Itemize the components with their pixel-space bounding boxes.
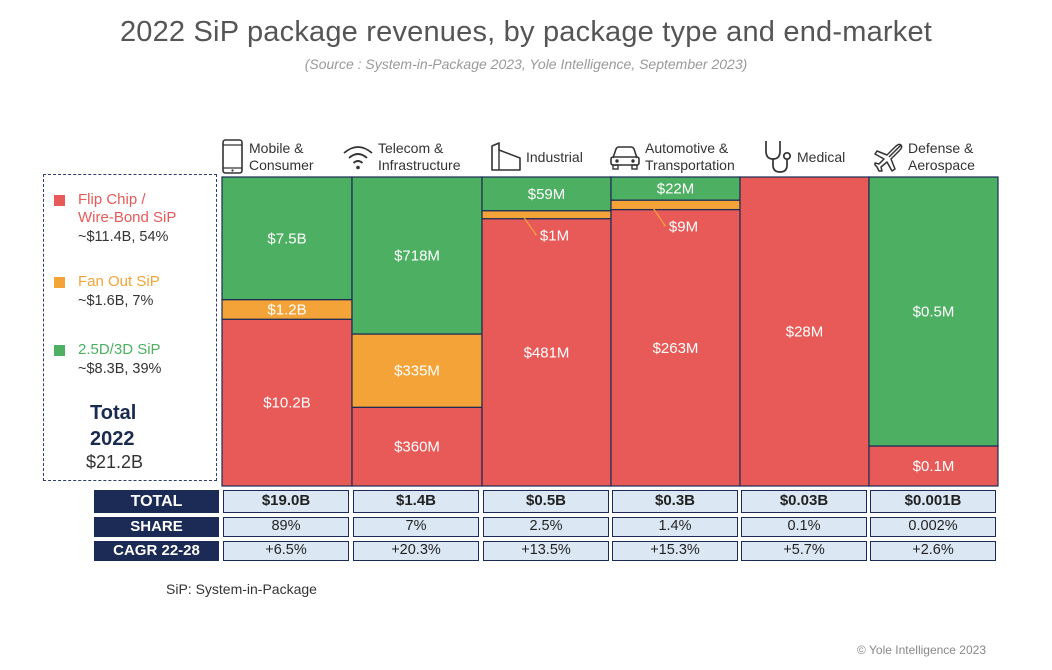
footnote: SiP: System-in-Package	[166, 581, 317, 597]
bar-industrial-2-5d-3d-sip	[481, 176, 612, 212]
bar-defense-aerospace-flip-chip-wire-bond-sip	[868, 445, 999, 487]
data-label-telecom-infrastructure-fan-out-sip: $335M	[394, 363, 440, 380]
legend-name-line1: 2.5D/3D SiP	[78, 341, 161, 358]
data-label-industrial-fan-out-sip: $1M	[540, 228, 569, 245]
data-label-medical-flip-chip-wire-bond-sip: $28M	[786, 324, 824, 341]
data-label-mobile-consumer-2-5d-3d-sip: $7.5B	[267, 230, 306, 247]
market-label-line1: Mobile &	[249, 140, 304, 156]
bar-automotive-transportation-fan-out-sip	[610, 199, 741, 211]
legend-swatch	[54, 277, 65, 288]
table-cell: +2.6%	[870, 541, 996, 561]
table-cell: 1.4%	[612, 517, 738, 537]
data-label-industrial-flip-chip-wire-bond-sip: $481M	[524, 344, 570, 361]
table-row-label: TOTAL	[94, 490, 219, 513]
bar-industrial-flip-chip-wire-bond-sip	[481, 218, 612, 487]
legend-total-value: $21.2B	[86, 452, 144, 472]
bar-telecom-infrastructure-fan-out-sip	[351, 333, 483, 408]
market-header-telecom: Telecom & Infrastructure	[342, 137, 460, 177]
data-label-industrial-2-5d-3d-sip: $59M	[528, 186, 566, 203]
total-line2: 2022	[90, 428, 135, 450]
table-cell: +20.3%	[353, 541, 479, 561]
market-label-line2: Transportation	[645, 157, 735, 173]
chart-title: 2022 SiP package revenues, by package ty…	[119, 16, 933, 48]
bar-telecom-infrastructure-2-5d-3d-sip	[351, 176, 483, 335]
market-header-mobile: Mobile & Consumer	[221, 137, 314, 177]
legend-value: ~$8.3B, 39%	[78, 361, 162, 377]
table-cell: $1.4B	[353, 490, 479, 513]
market-label-line2: Consumer	[249, 157, 314, 173]
market-label-line2: Infrastructure	[378, 157, 461, 173]
market-header-defense: Defense & Aerospace	[874, 137, 975, 177]
chart-legend: Flip Chip / Wire-Bond SiP ~$11.4B, 54% Fa…	[43, 174, 217, 481]
bar-industrial-fan-out-sip	[481, 210, 612, 220]
bar-automotive-transportation-flip-chip-wire-bond-sip	[610, 208, 741, 487]
legend-swatch	[54, 195, 65, 206]
table-cell: 89%	[223, 517, 349, 537]
table-cell: $0.03B	[741, 490, 867, 513]
legend-name-line1: Fan Out SiP	[78, 273, 160, 290]
legend-swatch	[54, 345, 65, 356]
bar-defense-aerospace-2-5d-3d-sip	[868, 176, 999, 447]
table-row-label: SHARE	[94, 517, 219, 537]
wifi-icon	[342, 142, 374, 172]
table-cell: 0.1%	[741, 517, 867, 537]
smartphone-icon	[221, 139, 245, 175]
copyright: © Yole Intelligence 2023	[857, 643, 986, 657]
bar-mobile-consumer-flip-chip-wire-bond-sip	[221, 318, 353, 487]
callout-line	[650, 204, 667, 227]
market-header-automotive: Automotive & Transportation	[609, 137, 735, 177]
legend-name-line1: Flip Chip /	[78, 191, 146, 208]
data-label-automotive-transportation-flip-chip-wire-bond-sip: $263M	[653, 340, 699, 357]
market-label-line1: Telecom &	[378, 140, 444, 156]
table-cell: 2.5%	[483, 517, 609, 537]
table-cell: $0.3B	[612, 490, 738, 513]
table-cell: $0.5B	[483, 490, 609, 513]
bar-telecom-infrastructure-flip-chip-wire-bond-sip	[351, 406, 483, 487]
market-header-industrial: Industrial	[490, 137, 583, 177]
stethoscope-icon	[763, 139, 793, 175]
table-cell: +13.5%	[483, 541, 609, 561]
data-label-mobile-consumer-flip-chip-wire-bond-sip: $10.2B	[263, 395, 311, 412]
legend-total-label: Total 2022	[90, 400, 180, 452]
car-icon	[609, 143, 641, 171]
callout-line	[521, 214, 538, 236]
chart-subtitle: (Source : System-in-Package 2023, Yole I…	[304, 56, 748, 72]
bar-mobile-consumer-2-5d-3d-sip	[221, 176, 353, 301]
data-label-automotive-transportation-fan-out-sip: $9M	[669, 219, 698, 236]
data-label-mobile-consumer-fan-out-sip: $1.2B	[267, 301, 306, 318]
data-label-defense-aerospace-2-5d-3d-sip: $0.5M	[913, 304, 955, 321]
table-row-label: CAGR 22-28	[94, 541, 219, 561]
market-label-line1: Automotive &	[645, 140, 729, 156]
table-cell: 0.002%	[870, 517, 996, 537]
table-cell: +6.5%	[223, 541, 349, 561]
data-label-telecom-infrastructure-2-5d-3d-sip: $718M	[394, 248, 440, 265]
table-cell: $19.0B	[223, 490, 349, 513]
data-label-telecom-infrastructure-flip-chip-wire-bond-sip: $360M	[394, 439, 440, 456]
data-label-defense-aerospace-flip-chip-wire-bond-sip: $0.1M	[913, 458, 955, 475]
legend-value: ~$11.4B, 54%	[78, 229, 169, 245]
table-cell: +5.7%	[741, 541, 867, 561]
market-header-medical: Medical	[763, 137, 845, 177]
total-line1: Total	[90, 402, 137, 424]
factory-icon	[490, 142, 522, 172]
table-cell: +15.3%	[612, 541, 738, 561]
market-label-line2: Aerospace	[908, 157, 975, 173]
market-label-line1: Defense &	[908, 140, 974, 156]
market-label-line1: Industrial	[526, 148, 583, 165]
market-label-line1: Medical	[797, 148, 846, 165]
data-label-automotive-transportation-2-5d-3d-sip: $22M	[657, 181, 695, 198]
legend-name-line2: Wire-Bond SiP	[78, 209, 177, 226]
table-cell: 7%	[353, 517, 479, 537]
airplane-icon	[874, 142, 904, 172]
legend-value: ~$1.6B, 7%	[78, 293, 154, 309]
table-cell: $0.001B	[870, 490, 996, 513]
